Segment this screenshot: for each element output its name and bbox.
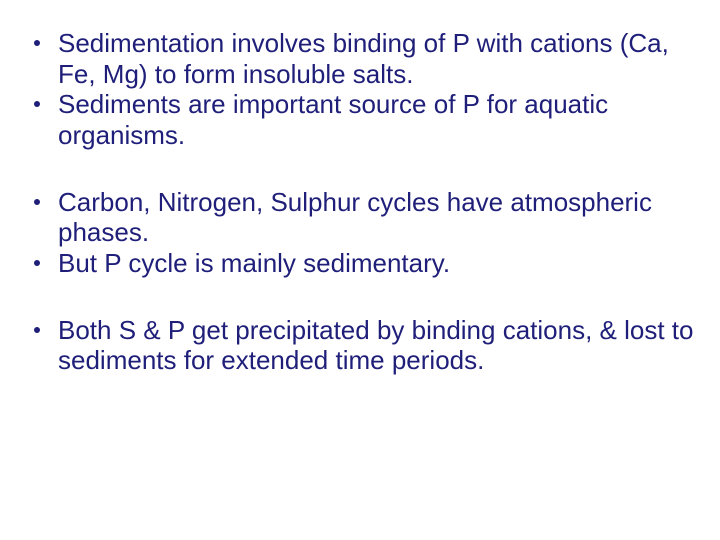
bullet-dot-icon [34,327,40,333]
bullet-text: Both S & P get precipitated by binding c… [58,315,693,376]
bullet-item: Carbon, Nitrogen, Sulphur cycles have at… [24,187,700,248]
bullet-item: But P cycle is mainly sedimentary. [24,248,700,279]
bullet-text: But P cycle is mainly sedimentary. [58,248,450,278]
bullet-item: Sedimentation involves binding of P with… [24,28,700,89]
bullet-group-0: Sedimentation involves binding of P with… [24,28,700,151]
bullet-dot-icon [34,40,40,46]
bullet-dot-icon [34,260,40,266]
bullet-text: Sediments are important source of P for … [58,89,608,150]
bullet-text: Carbon, Nitrogen, Sulphur cycles have at… [58,187,652,248]
bullet-dot-icon [34,101,40,107]
bullet-group-2: Both S & P get precipitated by binding c… [24,315,700,376]
bullet-dot-icon [34,199,40,205]
bullet-item: Sediments are important source of P for … [24,89,700,150]
slide: Sedimentation involves binding of P with… [0,0,720,540]
bullet-group-1: Carbon, Nitrogen, Sulphur cycles have at… [24,187,700,279]
bullet-text: Sedimentation involves binding of P with… [58,28,669,89]
bullet-item: Both S & P get precipitated by binding c… [24,315,700,376]
